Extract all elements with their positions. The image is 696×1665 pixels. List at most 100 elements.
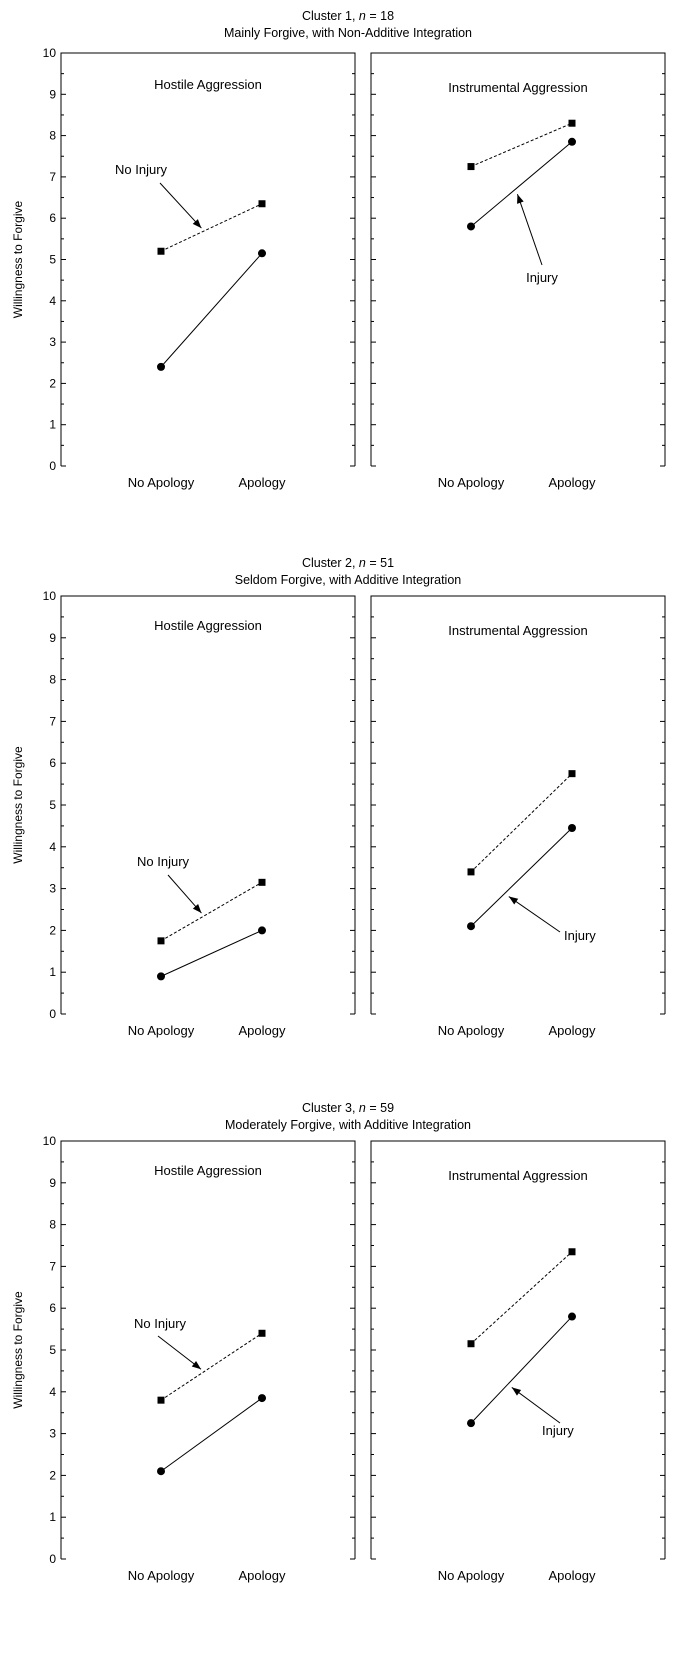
series-line-injury bbox=[470, 827, 573, 927]
panel-title: Hostile Aggression bbox=[154, 1163, 262, 1178]
y-tick-label: 3 bbox=[49, 335, 56, 349]
annotation-label: No Injury bbox=[137, 854, 190, 869]
cluster-1-chart: Cluster 1, n = 18 Mainly Forgive, with No… bbox=[11, 9, 666, 490]
panel-title: Hostile Aggression bbox=[154, 77, 262, 92]
chart-title-part: = 51 bbox=[366, 556, 394, 570]
panel-frame bbox=[60, 1140, 356, 1559]
annotation-arrow bbox=[157, 1335, 202, 1370]
arrow-head-icon bbox=[517, 194, 524, 204]
annotation-label: Injury bbox=[564, 928, 596, 943]
y-axis-label: Willingness to Forgive bbox=[11, 200, 25, 318]
series-line-no-injury bbox=[160, 881, 263, 942]
y-tick-label: 10 bbox=[43, 46, 57, 60]
data-point-square bbox=[568, 1248, 576, 1256]
data-point-circle bbox=[467, 222, 475, 231]
x-category-label: No Apology bbox=[438, 1568, 505, 1583]
chart-subtitle: Moderately Forgive, with Additive Integr… bbox=[225, 1118, 471, 1132]
series-line-injury bbox=[160, 929, 263, 977]
x-category-label: Apology bbox=[239, 475, 286, 490]
data-point-square bbox=[157, 247, 165, 255]
data-point-square bbox=[157, 1396, 165, 1404]
y-tick-label: 1 bbox=[49, 1510, 56, 1524]
annotation-arrow bbox=[159, 182, 202, 229]
x-category-label: No Apology bbox=[128, 1023, 195, 1038]
arrow-head-icon bbox=[192, 219, 202, 229]
series-line-injury bbox=[470, 141, 573, 227]
chart-title-part: Cluster 1, bbox=[302, 9, 359, 23]
y-tick-label: 4 bbox=[49, 294, 56, 308]
panel-instrumental: Instrumental Aggression No Apology Apology… bbox=[370, 52, 666, 490]
y-tick-label: 3 bbox=[49, 882, 56, 896]
chart-title-part: n bbox=[359, 9, 366, 23]
x-category-label: No Apology bbox=[128, 475, 195, 490]
y-tick-label: 7 bbox=[49, 1259, 56, 1273]
data-point-circle bbox=[258, 1394, 266, 1403]
y-tick-label: 1 bbox=[49, 965, 56, 979]
y-tick-label: 4 bbox=[49, 840, 56, 854]
data-point-square bbox=[258, 200, 266, 208]
data-point-square bbox=[568, 119, 576, 127]
data-point-square bbox=[568, 770, 576, 778]
y-tick-label: 6 bbox=[49, 211, 56, 225]
series-line-injury bbox=[160, 1397, 263, 1472]
x-category-label: Apology bbox=[549, 475, 596, 490]
x-category-label: Apology bbox=[549, 1023, 596, 1038]
arrow-head-icon bbox=[191, 1360, 202, 1370]
annotation-arrow bbox=[516, 194, 543, 266]
annotation-label: Injury bbox=[526, 270, 558, 285]
annotation-arrow bbox=[511, 1387, 561, 1424]
panel-hostile: 0 1 2 3 4 5 6 7 8 9 10 Hostile Aggression No Apology… bbox=[43, 46, 356, 490]
chart-title-part: Cluster 3, bbox=[302, 1101, 359, 1115]
y-tick-label: 0 bbox=[49, 1007, 56, 1021]
annotation-label: Injury bbox=[542, 1423, 574, 1438]
panel-instrumental: Instrumental Aggression No Apology Apology… bbox=[370, 1140, 666, 1583]
series-line-no-injury bbox=[470, 773, 573, 873]
y-tick-label: 4 bbox=[49, 1385, 56, 1399]
panel-title: Instrumental Aggression bbox=[448, 1168, 587, 1183]
panel-title: Instrumental Aggression bbox=[448, 623, 587, 638]
x-category-label: No Apology bbox=[438, 1023, 505, 1038]
data-point-square bbox=[157, 937, 165, 945]
panel-instrumental: Instrumental Aggression No Apology Apology… bbox=[370, 595, 666, 1038]
chart-subtitle: Seldom Forgive, with Additive Integratio… bbox=[235, 573, 462, 587]
y-tick-label: 10 bbox=[43, 589, 57, 603]
y-tick-label: 9 bbox=[49, 631, 56, 645]
y-tick-label: 5 bbox=[49, 253, 56, 267]
arrow-head-icon bbox=[192, 903, 202, 914]
panel-title: Hostile Aggression bbox=[154, 618, 262, 633]
series-line-injury bbox=[160, 252, 263, 368]
chart-title-part: n bbox=[359, 1101, 366, 1115]
y-tick-label: 3 bbox=[49, 1427, 56, 1441]
cluster-3-chart: Cluster 3, n = 59 Moderately Forgive, wit… bbox=[11, 1101, 666, 1583]
data-point-circle bbox=[258, 249, 266, 258]
y-tick-label: 6 bbox=[49, 1301, 56, 1315]
data-point-square bbox=[258, 1329, 266, 1337]
chart-subtitle: Mainly Forgive, with Non-Additive Integr… bbox=[224, 26, 472, 40]
y-tick-label: 9 bbox=[49, 1176, 56, 1190]
data-point-square bbox=[467, 868, 475, 876]
data-point-circle bbox=[157, 1467, 165, 1476]
y-tick-label: 8 bbox=[49, 129, 56, 143]
y-tick-label: 10 bbox=[43, 1134, 57, 1148]
data-point-circle bbox=[157, 362, 165, 371]
y-tick-label: 7 bbox=[49, 170, 56, 184]
data-point-circle bbox=[568, 1312, 576, 1321]
y-tick-label: 8 bbox=[49, 1218, 56, 1232]
panel-frame bbox=[60, 52, 356, 466]
chart-title-part: n bbox=[359, 556, 366, 570]
y-tick-label: 8 bbox=[49, 673, 56, 687]
annotation-arrow bbox=[508, 896, 561, 933]
panel-hostile: 0 1 2 3 4 5 6 7 8 9 10 Hostile Aggression No Apology… bbox=[43, 589, 356, 1038]
data-point-circle bbox=[467, 922, 475, 931]
panel-frame bbox=[370, 52, 666, 466]
y-tick-label: 0 bbox=[49, 1552, 56, 1566]
panel-frame bbox=[60, 595, 356, 1014]
y-tick-label: 5 bbox=[49, 1343, 56, 1357]
chart-title: Cluster 3, n = 59 bbox=[302, 1101, 394, 1115]
x-category-label: Apology bbox=[549, 1568, 596, 1583]
chart-title: Cluster 2, n = 51 bbox=[302, 556, 394, 570]
x-category-label: No Apology bbox=[438, 475, 505, 490]
data-point-circle bbox=[157, 972, 165, 981]
series-line-no-injury bbox=[470, 1251, 573, 1345]
